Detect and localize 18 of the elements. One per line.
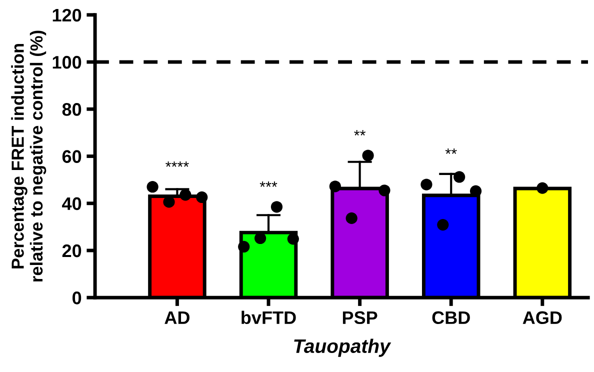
y-tick-label: 80 bbox=[62, 103, 82, 116]
annotation: *** bbox=[260, 181, 278, 187]
y-tick-label: 20 bbox=[62, 244, 82, 258]
y-tick-label: 100 bbox=[52, 56, 82, 69]
y-tick-label: 40 bbox=[62, 197, 82, 210]
x-tick-label: AD bbox=[164, 311, 190, 324]
x-tick-label: PSP bbox=[342, 311, 378, 324]
annotation: **** bbox=[166, 161, 189, 167]
y-tick-label: 120 bbox=[52, 8, 82, 22]
annotation: ** bbox=[354, 130, 366, 136]
x-tick-label: bvFTD bbox=[242, 310, 296, 324]
y-axis-title: Percentage FRET induction relative to negative control (%) bbox=[11, 30, 46, 282]
y-tick-label: 0 bbox=[72, 292, 82, 304]
annotation: ** bbox=[445, 148, 457, 154]
y-tick-label: 60 bbox=[62, 150, 82, 163]
x-tick-label: CBD bbox=[432, 311, 470, 324]
x-axis-title: Tauopathy bbox=[294, 338, 392, 357]
x-tick-label: AGD bbox=[522, 311, 562, 324]
